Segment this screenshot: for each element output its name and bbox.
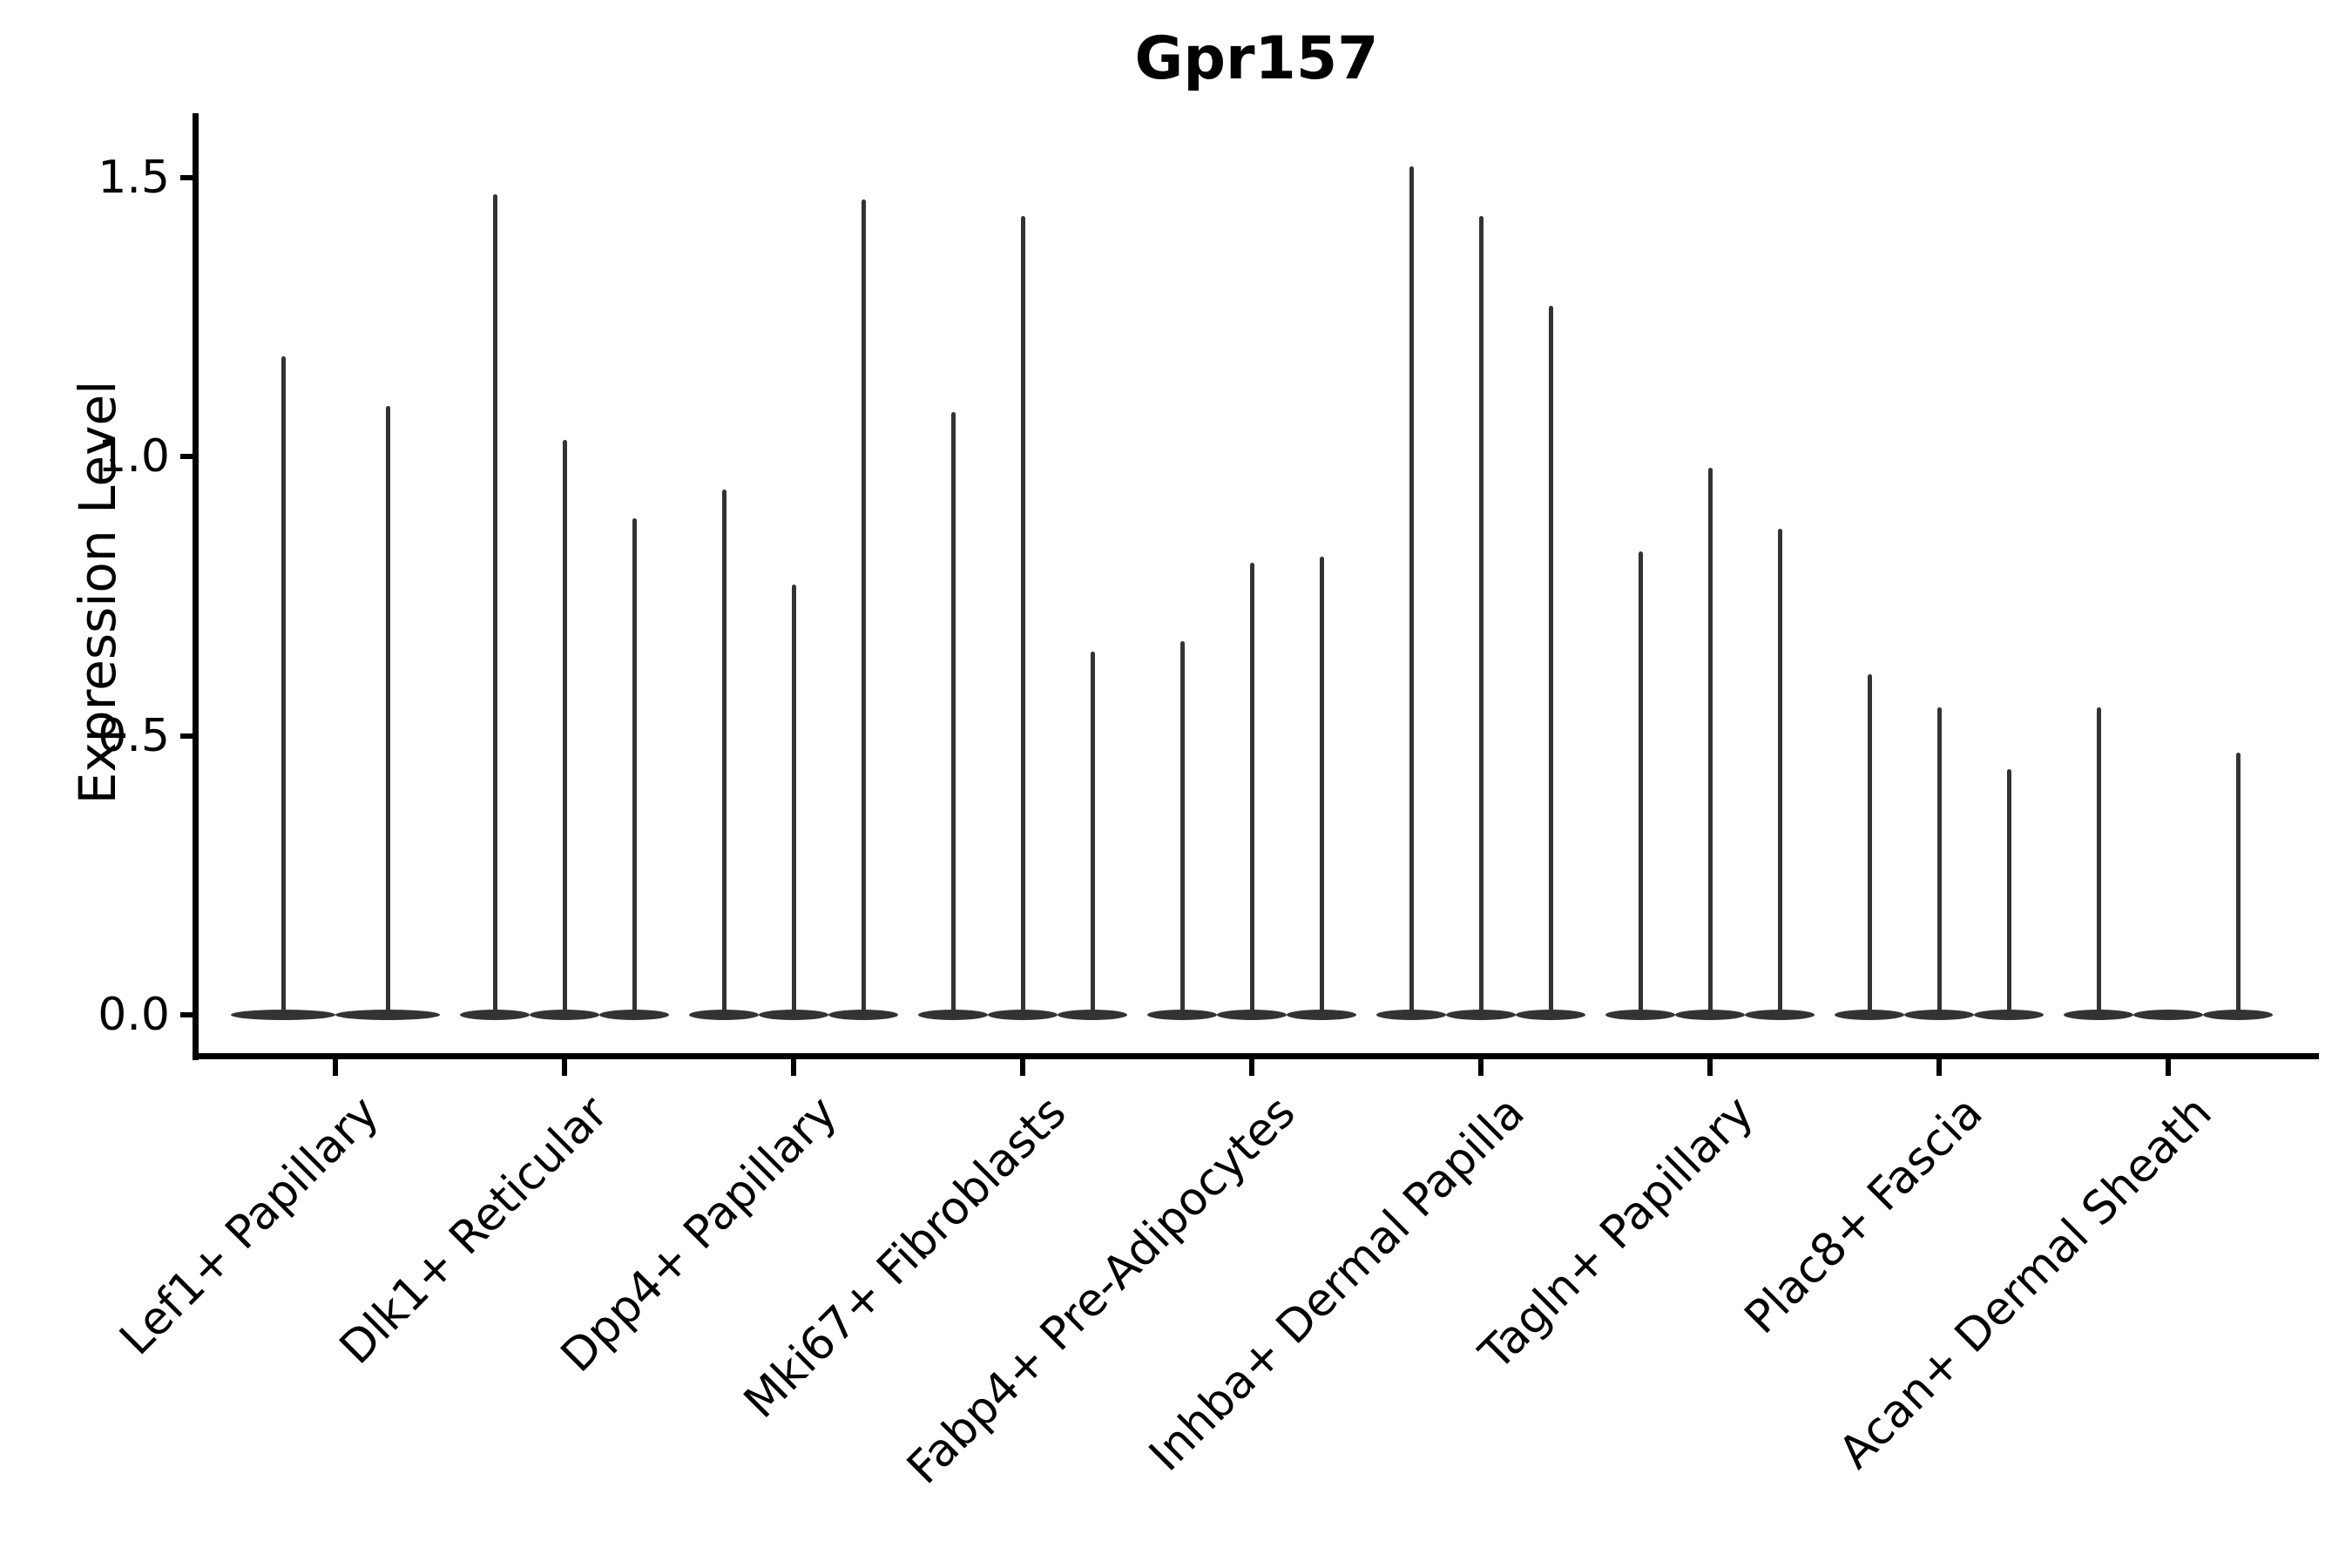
x-tick-mark	[333, 1057, 338, 1076]
violin-spike	[2006, 768, 2011, 1017]
violin-spike	[280, 355, 286, 1017]
x-tick-label: Plac8+ Fascia	[1734, 1086, 1993, 1345]
violin-spike	[1409, 166, 1414, 1017]
violin-spike	[1867, 673, 1872, 1017]
violin-spike	[1020, 216, 1025, 1017]
violin-spike	[1548, 305, 1553, 1017]
violin-spike	[1638, 551, 1643, 1017]
violin-spike	[1179, 640, 1185, 1017]
x-tick-mark	[2166, 1057, 2171, 1076]
plot-title: Gpr157	[1134, 24, 1379, 93]
x-tick-mark	[1020, 1057, 1025, 1076]
x-tick-label: Acan+ Dermal Sheath	[1828, 1086, 2222, 1479]
violin-spike	[1090, 652, 1095, 1017]
violin-spike	[385, 406, 390, 1017]
x-tick-mark	[1249, 1057, 1254, 1076]
violin-spike	[1777, 529, 1782, 1017]
y-tick-mark	[180, 454, 196, 459]
violin-spike	[791, 585, 796, 1017]
y-tick-label: 0.0	[98, 989, 170, 1041]
x-axis-spine	[193, 1053, 2319, 1059]
violin-spike	[1707, 467, 1713, 1017]
x-tick-mark	[562, 1057, 567, 1076]
y-tick-mark	[180, 174, 196, 180]
x-tick-label: Fabp4+ Pre-Adipocytes	[897, 1086, 1306, 1495]
y-tick-label: 1.0	[98, 430, 170, 483]
violin-body	[2133, 1010, 2203, 1020]
violin-spike	[632, 517, 637, 1017]
violin-spike	[562, 439, 567, 1017]
violin-spike	[492, 193, 497, 1017]
violin-spike	[861, 199, 866, 1017]
violin-spike	[721, 490, 727, 1017]
violin-spike	[2235, 752, 2240, 1017]
violin-spike	[1478, 216, 1484, 1017]
y-tick-label: 0.5	[98, 709, 170, 762]
y-tick-mark	[180, 733, 196, 739]
x-tick-mark	[1936, 1057, 1942, 1076]
x-tick-mark	[791, 1057, 796, 1076]
x-tick-mark	[1707, 1057, 1713, 1076]
y-tick-mark	[180, 1012, 196, 1017]
x-tick-mark	[1478, 1057, 1484, 1076]
x-tick-label: Inhba+ Dermal Papilla	[1139, 1086, 1535, 1482]
y-tick-label: 1.5	[98, 151, 170, 204]
violin-spike	[1249, 562, 1254, 1017]
y-axis-spine	[193, 113, 199, 1060]
violin-spike	[1936, 707, 1942, 1017]
violin-spike	[1319, 557, 1324, 1017]
violin-spike	[950, 411, 956, 1017]
violin-spike	[2096, 707, 2101, 1017]
